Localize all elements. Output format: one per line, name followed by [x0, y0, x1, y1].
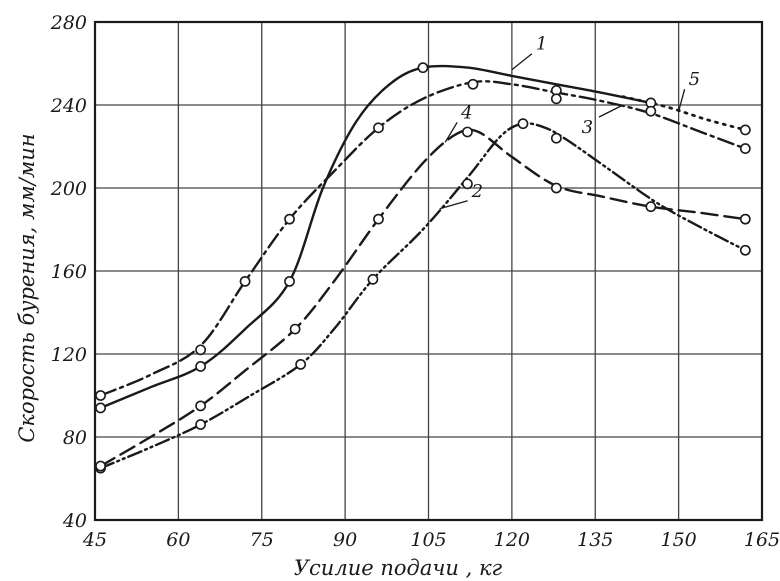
- data-point-series-2: [195, 419, 207, 430]
- data-point-series-1: [95, 402, 106, 414]
- data-point-series-2: [517, 118, 529, 130]
- y-tick-label: 160: [51, 261, 87, 283]
- series-label-5: 5: [689, 69, 700, 90]
- series-label-1: 1: [536, 34, 547, 55]
- x-tick-label: 90: [333, 529, 357, 551]
- series-callout-leader-4: [444, 122, 458, 143]
- data-point-series-2: [367, 273, 379, 285]
- y-tick-label: 280: [50, 12, 87, 34]
- series-label-4: 4: [460, 102, 472, 123]
- data-point-series-4: [645, 201, 657, 213]
- y-axis-title: Скорость бурения, мм/мин: [15, 133, 39, 442]
- data-point-series-2: [295, 358, 307, 370]
- data-point-series-4: [462, 126, 473, 138]
- series-line-5: [621, 95, 747, 132]
- data-point-series-3: [195, 344, 207, 356]
- axes: 45 60 75 90 105 120 135 150 16540801201602002402…: [50, 12, 780, 551]
- marker-group: [95, 62, 751, 474]
- data-point-series-4: [373, 213, 384, 225]
- y-tick-label: 40: [62, 510, 87, 532]
- series-line-1: [99, 64, 652, 410]
- x-tick-label: 165: [744, 529, 780, 551]
- x-tick-label: 105: [410, 529, 446, 551]
- x-tick-label: 120: [494, 529, 530, 551]
- y-tick-label: 200: [50, 178, 87, 200]
- y-tick-label: 80: [63, 427, 87, 449]
- data-point-series-4: [739, 213, 751, 225]
- data-point-series-1: [284, 275, 295, 287]
- data-point-series-2: [550, 132, 562, 144]
- series-group: [99, 64, 747, 470]
- data-point-series-3: [645, 105, 657, 117]
- series-callout-leader-5: [677, 89, 686, 112]
- series-callout-leader-3: [598, 104, 624, 118]
- x-axis-title: Усилие подачи , кг: [294, 556, 503, 580]
- y-tick-label: 240: [50, 95, 87, 117]
- series-callouts: 1 2 3 4 5: [439, 34, 700, 210]
- data-point-series-3: [95, 390, 106, 401]
- plot-frame: [93, 20, 764, 522]
- data-point-series-3: [284, 213, 295, 225]
- data-point-series-4: [550, 182, 562, 194]
- x-tick-label: 45: [82, 529, 107, 551]
- series-label-3: 3: [582, 117, 593, 138]
- data-point-series-3: [739, 143, 751, 154]
- data-point-series-4: [195, 400, 207, 412]
- data-point-series-2: [462, 178, 473, 190]
- x-tick-label: 60: [166, 529, 190, 551]
- series-callout-leader-2: [439, 200, 468, 210]
- series-label-2: 2: [471, 181, 483, 202]
- series-line-2: [99, 122, 747, 470]
- series-line-3: [99, 80, 747, 397]
- data-point-series-3: [239, 275, 251, 287]
- data-point-series-3: [373, 122, 384, 134]
- data-point-series-4: [95, 460, 106, 472]
- series-line-4: [99, 128, 747, 468]
- data-point-series-3: [467, 78, 479, 90]
- data-point-series-1: [195, 361, 207, 372]
- data-point-series-4: [289, 323, 301, 335]
- data-point-series-1: [417, 62, 429, 74]
- x-tick-label: 150: [660, 529, 696, 551]
- x-tick-label: 135: [577, 529, 613, 551]
- y-tick-label: 120: [51, 344, 87, 366]
- data-point-series-3: [550, 93, 562, 105]
- data-point-series-5: [739, 124, 751, 136]
- grid: [94, 21, 763, 521]
- x-tick-label: 75: [250, 529, 274, 551]
- series-callout-leader-1: [511, 53, 533, 71]
- data-point-series-2: [739, 244, 751, 256]
